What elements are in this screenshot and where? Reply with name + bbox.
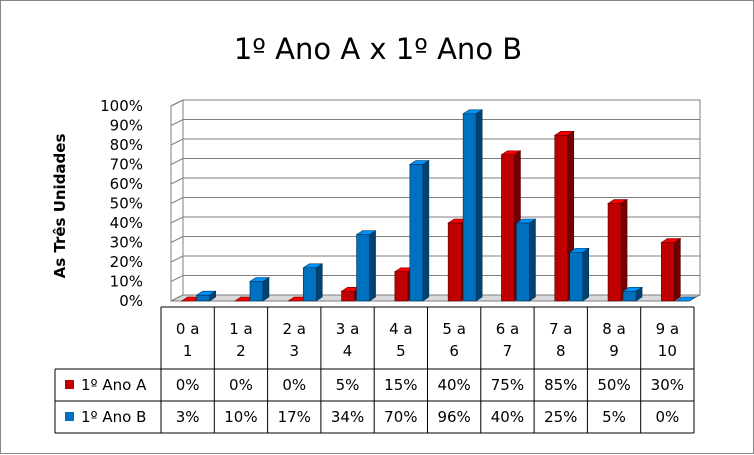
- y-tick-label: 50%: [110, 195, 143, 213]
- bar-b-3: [355, 230, 377, 302]
- data-label: 15%: [384, 376, 417, 394]
- x-tick-label: 8: [556, 342, 566, 360]
- bar-b-0: [195, 290, 217, 302]
- x-tick-label: 0 a: [176, 320, 200, 338]
- data-label: 40%: [437, 376, 470, 394]
- legend-key: [65, 380, 74, 389]
- x-tick-label: 4: [343, 342, 353, 360]
- bar-b-5: [462, 109, 484, 302]
- x-tick-label: 7: [503, 342, 513, 360]
- data-label: 50%: [597, 376, 630, 394]
- bar-b-1: [248, 276, 270, 302]
- data-label: 0%: [229, 376, 253, 394]
- data-label: 5%: [336, 376, 360, 394]
- y-tick-label: 30%: [110, 234, 143, 252]
- data-label: 75%: [491, 376, 524, 394]
- x-tick-label: 3 a: [336, 320, 360, 338]
- y-tick-label: 10%: [110, 273, 143, 291]
- y-tick-label: 60%: [110, 175, 143, 193]
- x-tick-label: 7 a: [549, 320, 573, 338]
- data-label: 17%: [278, 408, 311, 426]
- x-tick-label: 9 a: [656, 320, 680, 338]
- data-label: 85%: [544, 376, 577, 394]
- y-tick-label: 0%: [119, 292, 143, 310]
- legend-label: 1º Ano A: [81, 376, 147, 394]
- data-label: 0%: [176, 376, 200, 394]
- x-tick-label: 2 a: [282, 320, 306, 338]
- x-tick-label: 5: [396, 342, 406, 360]
- gridline: [170, 216, 700, 224]
- gridline: [170, 158, 700, 165]
- gridline: [170, 197, 700, 204]
- x-tick-label: 6 a: [496, 320, 520, 338]
- x-tick-label: 1 a: [229, 320, 253, 338]
- y-axis-title: As Três Unidades: [51, 134, 69, 279]
- data-label: 3%: [176, 408, 200, 426]
- data-label: 5%: [602, 408, 626, 426]
- gridline: [170, 119, 700, 126]
- x-tick-label: 10: [658, 342, 677, 360]
- y-tick-label: 20%: [110, 253, 143, 271]
- x-tick-label: 8 a: [602, 320, 626, 338]
- y-tick-label: 70%: [110, 156, 143, 174]
- data-label: 40%: [491, 408, 524, 426]
- y-tick-label: 100%: [100, 97, 143, 115]
- legend-label: 1º Ano B: [81, 408, 146, 426]
- data-label: 70%: [384, 408, 417, 426]
- data-label: 34%: [331, 408, 364, 426]
- x-tick-label: 6: [449, 342, 459, 360]
- data-label: 0%: [655, 408, 679, 426]
- data-label: 25%: [544, 408, 577, 426]
- legend-key: [65, 412, 74, 421]
- data-label: 96%: [437, 408, 470, 426]
- data-label: 0%: [282, 376, 306, 394]
- gridline: [170, 138, 700, 146]
- x-tick-label: 3: [289, 342, 299, 360]
- bar-b-7: [568, 247, 590, 302]
- y-tick-label: 90%: [110, 117, 143, 135]
- data-label: 30%: [651, 376, 684, 394]
- bar-b-2: [302, 263, 324, 302]
- bar-b-9: [675, 296, 697, 302]
- y-tick-label: 40%: [110, 214, 143, 232]
- data-label: 10%: [224, 408, 257, 426]
- chart-title: 1º Ano A x 1º Ano B: [234, 32, 522, 66]
- bar-b-8: [622, 286, 644, 302]
- bar-b-4: [408, 159, 430, 302]
- bar-a-9: [660, 237, 682, 302]
- bar-b-6: [515, 218, 537, 302]
- gridline: [170, 177, 700, 185]
- bar-a-8: [607, 198, 629, 302]
- x-tick-label: 2: [236, 342, 246, 360]
- x-tick-label: 9: [609, 342, 619, 360]
- x-tick-label: 4 a: [389, 320, 413, 338]
- x-tick-label: 1: [183, 342, 193, 360]
- y-tick-label: 80%: [110, 136, 143, 154]
- x-tick-label: 5 a: [442, 320, 466, 338]
- gridline: [170, 99, 700, 107]
